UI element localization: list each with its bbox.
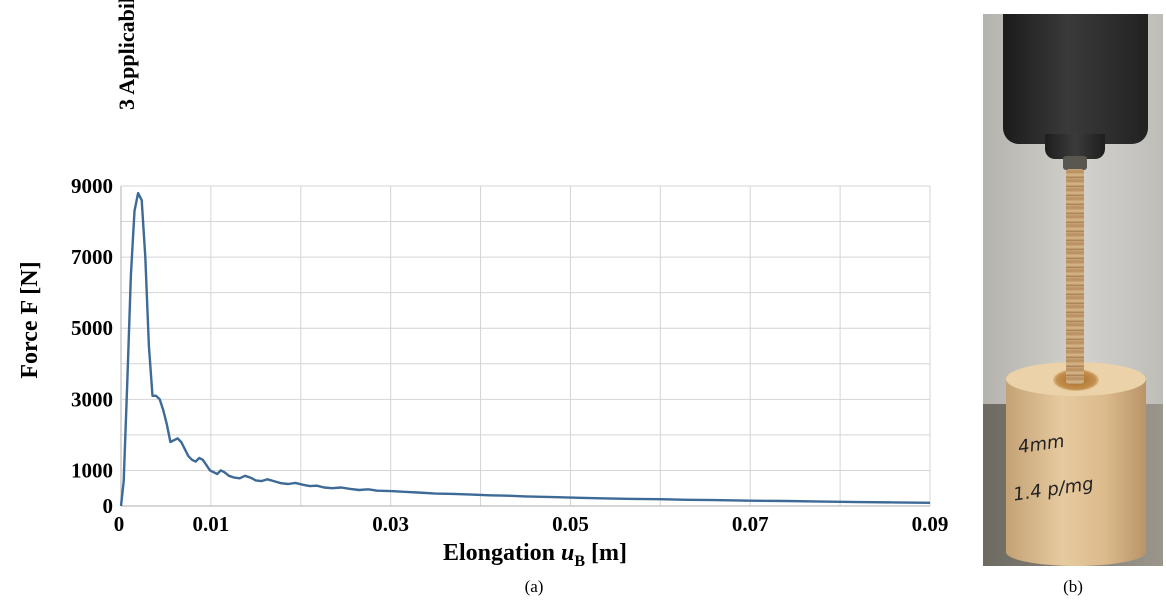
x-tick-label: 0 xyxy=(114,512,125,536)
y-axis-title: Force F [N] xyxy=(17,261,43,378)
x-tick-label: 0.07 xyxy=(732,512,769,536)
x-tick-label: 0.05 xyxy=(552,512,589,536)
grip-lower-part xyxy=(1045,134,1105,159)
y-tick-label: 7000 xyxy=(71,245,113,269)
specimen-rod xyxy=(1066,169,1084,384)
specimen-photo: 4mm 1.4 p/mg xyxy=(983,14,1163,566)
caption-a: (a) xyxy=(525,577,544,596)
y-tick-labels: 0 1000 3000 5000 7000 9000 xyxy=(71,174,113,518)
x-tick-label: 0.01 xyxy=(193,512,230,536)
rotated-section-label: 3 Applicability xyxy=(114,0,139,110)
y-tick-label: 3000 xyxy=(71,387,113,411)
x-tick-labels: 0 0.01 0.03 0.05 0.07 0.09 xyxy=(114,512,949,536)
grid-lines xyxy=(121,185,931,506)
grip-nut xyxy=(1063,156,1087,170)
axes xyxy=(120,186,930,507)
caption-b: (b) xyxy=(1063,577,1083,596)
x-axis-title: Elongation uB [m] xyxy=(443,540,627,570)
testing-machine-grip xyxy=(1003,14,1148,144)
force-curve-line xyxy=(119,191,931,507)
y-tick-label: 0 xyxy=(103,494,114,518)
wooden-block xyxy=(1006,364,1146,566)
x-tick-label: 0.09 xyxy=(912,512,949,536)
y-tick-label: 1000 xyxy=(71,458,113,482)
y-tick-label: 9000 xyxy=(71,174,113,198)
y-tick-label: 5000 xyxy=(71,316,113,340)
x-tick-label: 0.03 xyxy=(372,512,409,536)
